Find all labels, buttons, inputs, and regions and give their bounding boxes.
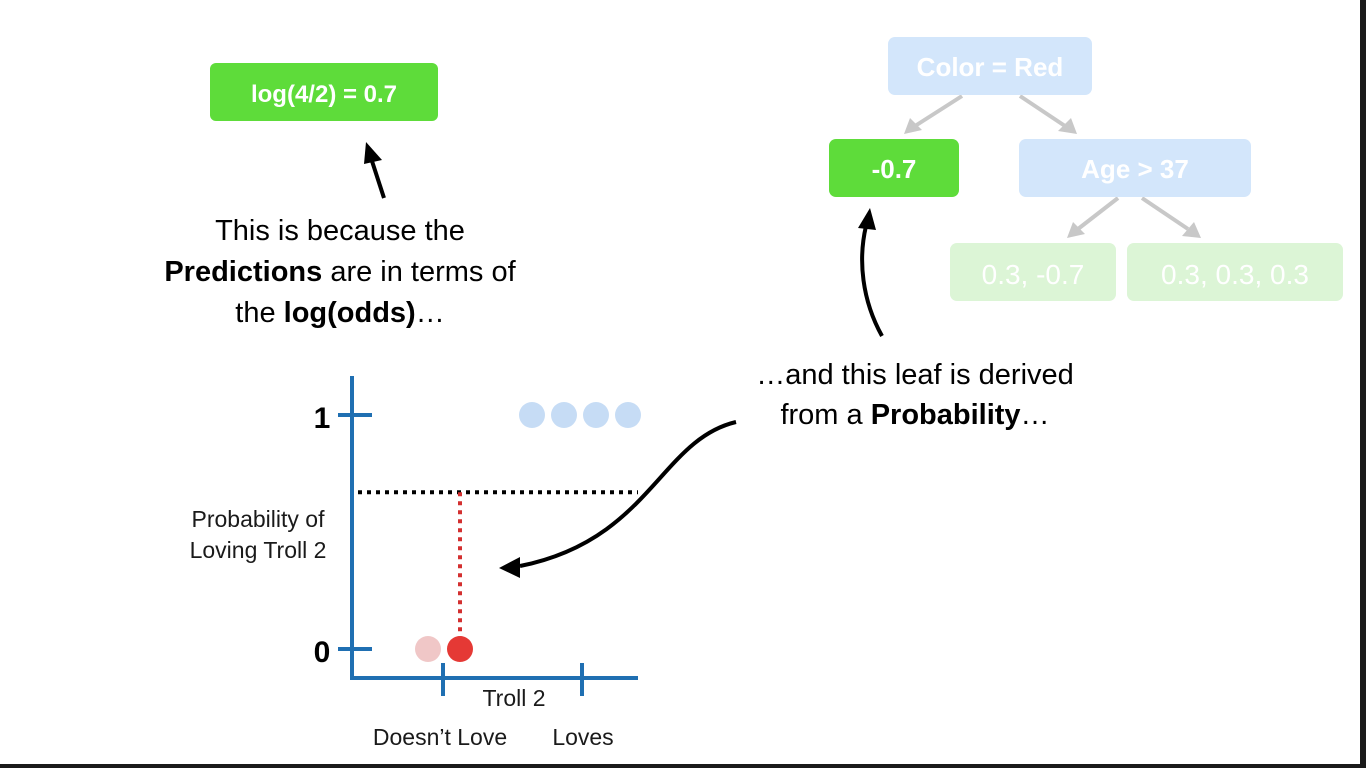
- arrow-to-leaf: [858, 208, 884, 337]
- tree-edge-heads: [904, 118, 1201, 238]
- explanation-line2: Predictions are in terms of: [164, 256, 516, 288]
- tree-left-leaf: [829, 139, 959, 197]
- y-tick-label-1: 1: [314, 402, 331, 435]
- leaf-note-line2-pre: from a: [780, 399, 870, 431]
- x-tick-label-doesnt-love: Doesn’t Love: [373, 724, 507, 750]
- leaf-note-line2: from a Probability…: [780, 399, 1049, 431]
- arrow-to-formula: [364, 142, 386, 199]
- y-tick-label-0: 0: [314, 636, 331, 669]
- tree-right-node: [1019, 139, 1251, 197]
- tree-right-node-label: Age > 37: [1081, 154, 1189, 184]
- probability-chart: 1 0 Probability of Loving Troll 2 Troll …: [190, 376, 641, 750]
- point-loves: [519, 402, 545, 428]
- arrow-to-chart: [499, 420, 737, 578]
- explanation-line3-post: …: [416, 297, 445, 329]
- formula-box: log(4/2) = 0.7: [210, 63, 438, 121]
- explanation-log-odds: log(odds): [284, 297, 416, 329]
- point-loves: [583, 402, 609, 428]
- point-loves: [551, 402, 577, 428]
- tree-leaf-b-label: 0.3, 0.3, 0.3: [1161, 259, 1309, 290]
- x-tick-label-loves: Loves: [552, 724, 613, 750]
- explanation-line2-rest: are in terms of: [322, 256, 516, 288]
- formula-box-bg: [210, 63, 438, 121]
- tree-leaf-a-label: 0.3, -0.7: [982, 259, 1085, 290]
- point-doesnt-love: [415, 636, 441, 662]
- explanation-text: This is because the Predictions are in t…: [164, 215, 516, 329]
- tree-leaf-a: [950, 243, 1116, 301]
- y-axis-label-line1: Probability of: [192, 506, 326, 532]
- explanation-line3: the log(odds)…: [235, 297, 444, 329]
- tree-left-leaf-label: -0.7: [872, 154, 917, 184]
- explanation-predictions: Predictions: [164, 256, 322, 288]
- x-axis-label: Troll 2: [482, 685, 545, 711]
- tree-root-node: [888, 37, 1092, 95]
- formula-text: log(4/2) = 0.7: [251, 81, 397, 108]
- right-edge-border: [1360, 0, 1366, 768]
- point-doesnt-love-highlighted: [447, 636, 473, 662]
- tree-leaf-b: [1127, 243, 1343, 301]
- leaf-note-probability: Probability: [871, 399, 1021, 431]
- arrow-head-icon: [364, 142, 382, 164]
- arrow-head-icon: [858, 208, 876, 230]
- tree-edges: [913, 94, 1190, 231]
- arrow-head-icon: [499, 557, 520, 578]
- bottom-edge-border: [0, 764, 1366, 768]
- decision-tree: Color = Red -0.7 Age > 37 0.3, -0.7 0.3,…: [829, 37, 1343, 301]
- leaf-note-line1: …and this leaf is derived: [756, 359, 1074, 391]
- leaf-note-line2-post: …: [1021, 399, 1050, 431]
- explanation-line3-pre: the: [235, 297, 283, 329]
- y-axis-label-line2: Loving Troll 2: [190, 537, 327, 563]
- data-points: [415, 402, 641, 662]
- explanation-line1: This is because the: [215, 215, 465, 247]
- tree-root-label: Color = Red: [917, 52, 1064, 82]
- point-loves: [615, 402, 641, 428]
- leaf-note: …and this leaf is derived from a Probabi…: [756, 359, 1074, 431]
